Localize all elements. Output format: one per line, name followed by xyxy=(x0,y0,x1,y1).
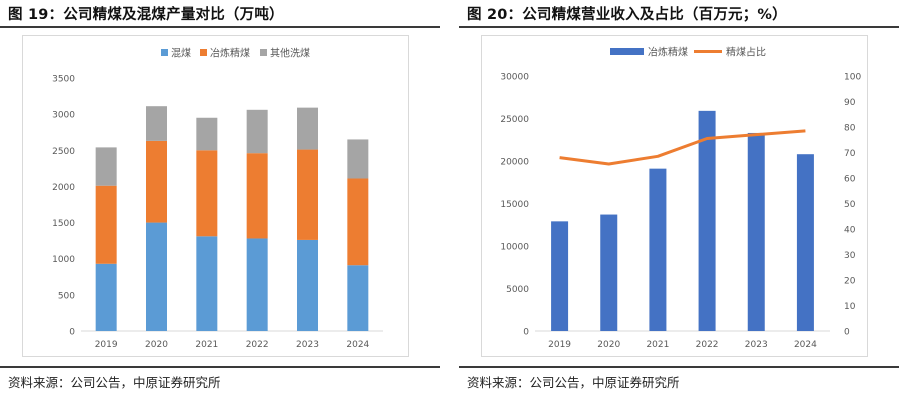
y-right-tick-label: 50 xyxy=(844,200,856,210)
bar xyxy=(796,154,814,331)
y-left-tick-label: 25000 xyxy=(500,115,529,125)
y-left-tick-label: 15000 xyxy=(500,200,529,210)
bar xyxy=(747,132,765,331)
bar-segment xyxy=(347,139,369,179)
bar xyxy=(600,214,618,331)
bar-segment xyxy=(246,153,268,239)
figure-19-panel: 图 19：公司精煤及混煤产量对比（万吨） 混煤 冶炼精煤 其他洗煤 0 500 1000 1… xyxy=(0,0,440,404)
bar xyxy=(649,168,667,331)
x-tick-label: 2021 xyxy=(646,340,669,350)
y-tick-label: 0 xyxy=(69,328,75,338)
figure-19-title: 图 19：公司精煤及混煤产量对比（万吨） xyxy=(8,7,284,23)
bottom-rule xyxy=(0,366,440,368)
bottom-rule xyxy=(459,366,899,368)
bar-segment xyxy=(347,265,369,331)
y-left-tick-label: 5000 xyxy=(506,285,529,295)
bar xyxy=(698,110,716,331)
legend-swatch xyxy=(610,48,644,55)
y-right-tick-label: 10 xyxy=(844,302,856,312)
bar-segment xyxy=(246,109,268,154)
x-tick-label: 2020 xyxy=(597,340,620,350)
y-tick-label: 1000 xyxy=(52,255,75,265)
bar-segment xyxy=(146,106,167,141)
y-right-tick-label: 80 xyxy=(844,124,856,134)
figure-20-title: 图 20：公司精煤营业收入及占比（百万元；%） xyxy=(467,7,787,23)
legend-swatch xyxy=(200,49,207,56)
legend-label: 精煤占比 xyxy=(726,46,766,59)
x-tick-label: 2024 xyxy=(794,340,817,350)
figure-19-chart-frame: 混煤 冶炼精煤 其他洗煤 0 500 1000 1500 2000 2500 3000 3500 20… xyxy=(22,35,409,357)
x-tick-label: 2023 xyxy=(296,340,319,350)
x-tick-label: 2019 xyxy=(548,340,571,350)
bar xyxy=(551,221,569,331)
legend-label: 其他洗煤 xyxy=(270,47,310,60)
y-right-tick-label: 30 xyxy=(844,251,856,261)
bar-segment xyxy=(297,239,318,331)
bar-segment xyxy=(297,107,318,150)
bar-segment xyxy=(95,263,117,331)
x-tick-label: 2019 xyxy=(95,340,118,350)
y-tick-label: 1500 xyxy=(52,219,75,229)
figure-20-panel: 图 20：公司精煤营业收入及占比（百万元；%） 冶炼精煤 精煤占比 0 5000 100… xyxy=(459,0,899,404)
bar-segment xyxy=(196,117,218,151)
bar-segment xyxy=(347,178,369,266)
legend-label: 冶炼精煤 xyxy=(210,47,250,60)
y-right-tick-label: 70 xyxy=(844,149,856,159)
x-tick-label: 2020 xyxy=(145,340,168,350)
bar-segment xyxy=(246,238,268,331)
legend-swatch xyxy=(260,49,267,56)
bar-line-combo-chart: 冶炼精煤 精煤占比 0 5000 10000 15000 20000 25000 30000 0 1… xyxy=(500,46,861,351)
y-left-tick-label: 20000 xyxy=(500,158,529,168)
bar-segment xyxy=(146,222,167,331)
y-right-tick-label: 40 xyxy=(844,226,856,236)
top-rule xyxy=(0,26,440,28)
y-left-tick-label: 10000 xyxy=(500,243,529,253)
y-left-tick-label: 0 xyxy=(523,328,529,338)
y-tick-label: 2500 xyxy=(52,147,75,157)
top-rule xyxy=(459,26,899,28)
x-tick-label: 2021 xyxy=(195,340,218,350)
ratio-line xyxy=(559,129,806,166)
legend-label: 冶炼精煤 xyxy=(648,46,688,59)
y-right-tick-label: 100 xyxy=(844,73,861,83)
y-left-tick-label: 30000 xyxy=(500,73,529,83)
legend-label: 混煤 xyxy=(171,47,191,60)
x-tick-label: 2024 xyxy=(346,340,369,350)
figure-19-source: 资料来源：公司公告，中原证券研究所 xyxy=(8,375,221,390)
bar-segment xyxy=(196,236,218,331)
figure-20-source: 资料来源：公司公告，中原证券研究所 xyxy=(467,375,680,390)
x-tick-label: 2022 xyxy=(696,340,719,350)
y-tick-label: 3000 xyxy=(52,111,75,121)
y-tick-label: 3500 xyxy=(52,75,75,85)
bar-segment xyxy=(297,149,318,240)
bar-segment xyxy=(95,147,117,186)
y-right-tick-label: 20 xyxy=(844,277,856,287)
bar-segment xyxy=(95,185,117,264)
y-tick-label: 2000 xyxy=(52,183,75,193)
y-right-tick-label: 60 xyxy=(844,175,856,185)
stacked-bar-chart: 混煤 冶炼精煤 其他洗煤 0 500 1000 1500 2000 2500 3000 3500 20… xyxy=(52,47,383,350)
y-tick-label: 500 xyxy=(58,291,75,301)
x-tick-label: 2023 xyxy=(745,340,768,350)
bar-segment xyxy=(146,140,167,223)
legend-swatch xyxy=(161,49,168,56)
y-right-tick-label: 0 xyxy=(844,328,850,338)
bar-segment xyxy=(196,150,218,237)
figure-20-chart-frame: 冶炼精煤 精煤占比 0 5000 10000 15000 20000 25000 30000 0 1… xyxy=(481,35,868,357)
x-tick-label: 2022 xyxy=(246,340,269,350)
y-right-tick-label: 90 xyxy=(844,98,856,108)
